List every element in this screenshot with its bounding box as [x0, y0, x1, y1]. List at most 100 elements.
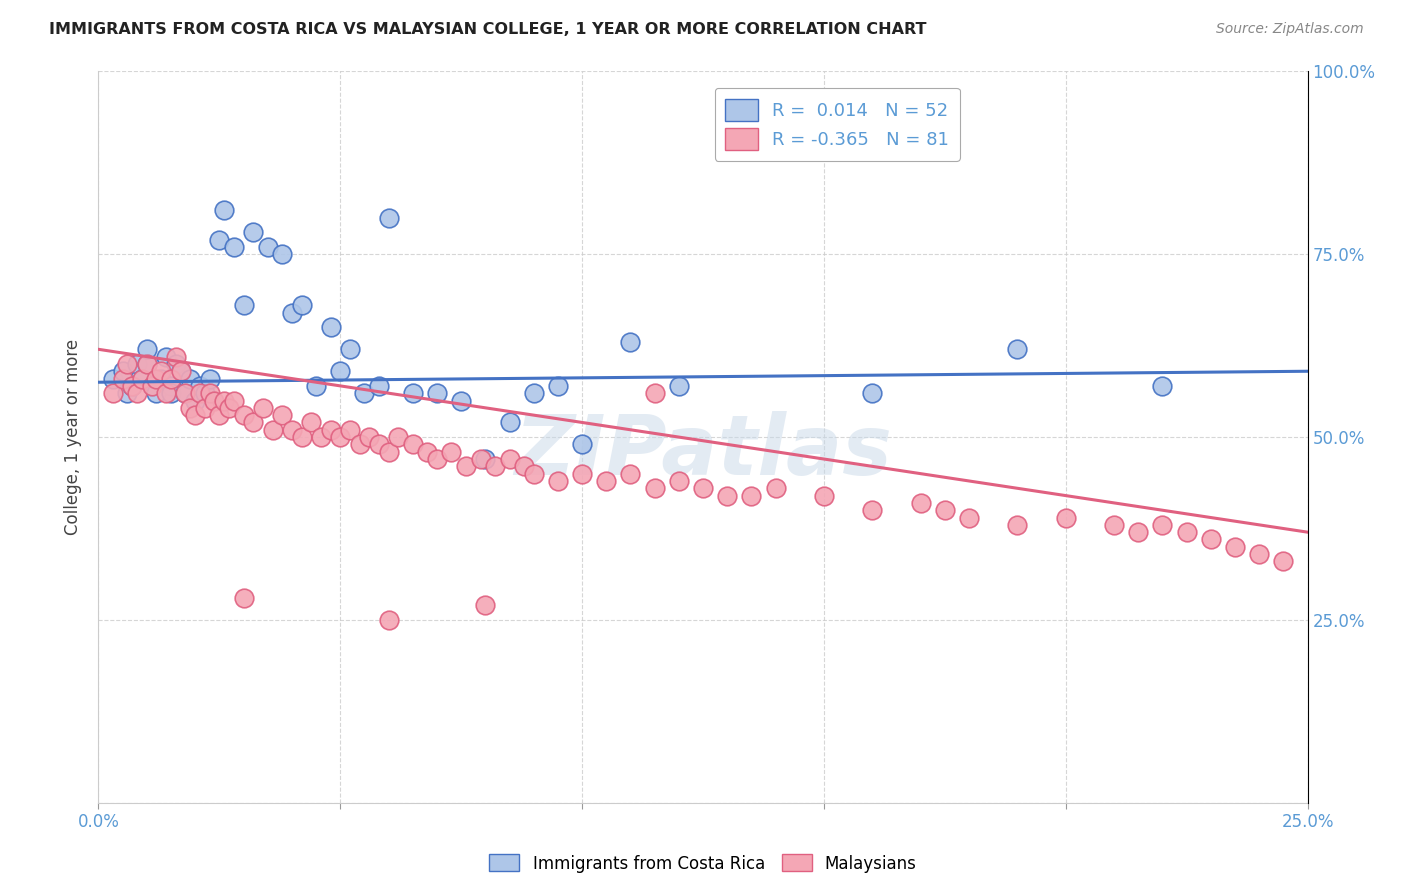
Y-axis label: College, 1 year or more: College, 1 year or more	[65, 339, 83, 535]
Point	[145, 371, 167, 385]
Point	[121, 379, 143, 393]
Point	[179, 401, 201, 415]
Point	[957, 510, 980, 524]
Point	[127, 386, 149, 401]
Point	[218, 401, 240, 415]
Point	[155, 350, 177, 364]
Point	[256, 240, 278, 254]
Point	[377, 444, 399, 458]
Point	[299, 416, 322, 430]
Point	[740, 489, 762, 503]
Point	[1199, 533, 1222, 547]
Point	[174, 386, 197, 401]
Point	[498, 452, 520, 467]
Point	[595, 474, 617, 488]
Point	[169, 364, 191, 378]
Point	[212, 203, 235, 218]
Point	[135, 357, 157, 371]
Point	[359, 430, 381, 444]
Point	[184, 393, 207, 408]
Point	[619, 334, 641, 349]
Point	[1175, 525, 1198, 540]
Point	[1249, 547, 1271, 561]
Point	[484, 459, 506, 474]
Point	[135, 357, 157, 371]
Point	[644, 386, 666, 401]
Point	[523, 467, 546, 481]
Point	[571, 437, 593, 451]
Point	[1272, 554, 1295, 568]
Point	[368, 437, 391, 451]
Point	[547, 474, 569, 488]
Point	[644, 481, 666, 495]
Point	[498, 416, 520, 430]
Point	[204, 393, 226, 408]
Point	[319, 423, 342, 437]
Point	[934, 503, 956, 517]
Point	[349, 437, 371, 451]
Point	[765, 481, 787, 495]
Point	[271, 408, 294, 422]
Point	[454, 459, 477, 474]
Point	[232, 298, 254, 312]
Point	[426, 386, 449, 401]
Point	[150, 364, 173, 378]
Point	[271, 247, 294, 261]
Point	[470, 452, 492, 467]
Point	[387, 430, 409, 444]
Point	[309, 430, 332, 444]
Point	[860, 503, 883, 517]
Point	[111, 364, 134, 378]
Point	[1102, 517, 1125, 532]
Point	[242, 225, 264, 239]
Point	[117, 357, 139, 371]
Point	[716, 489, 738, 503]
Point	[101, 386, 124, 401]
Point	[1054, 510, 1077, 524]
Point	[692, 481, 714, 495]
Point	[1007, 343, 1029, 357]
Point	[165, 357, 187, 371]
Point	[232, 408, 254, 422]
Point	[353, 386, 375, 401]
Point	[188, 386, 211, 401]
Point	[165, 350, 187, 364]
Point	[160, 386, 183, 401]
Point	[1223, 540, 1246, 554]
Point	[474, 599, 496, 613]
Point	[860, 386, 883, 401]
Point	[513, 459, 536, 474]
Point	[1152, 379, 1174, 393]
Point	[208, 233, 231, 247]
Point	[402, 437, 425, 451]
Point	[668, 379, 690, 393]
Point	[198, 386, 221, 401]
Text: Source: ZipAtlas.com: Source: ZipAtlas.com	[1216, 22, 1364, 37]
Point	[174, 386, 197, 401]
Point	[179, 371, 201, 385]
Point	[474, 452, 496, 467]
Point	[111, 371, 134, 385]
Point	[668, 474, 690, 488]
Point	[141, 379, 163, 393]
Point	[281, 423, 304, 437]
Point	[290, 430, 312, 444]
Point	[1007, 517, 1029, 532]
Point	[155, 386, 177, 401]
Point	[329, 430, 352, 444]
Text: ZIPatlas: ZIPatlas	[515, 411, 891, 492]
Point	[121, 379, 143, 393]
Point	[160, 379, 183, 393]
Legend: Immigrants from Costa Rica, Malaysians: Immigrants from Costa Rica, Malaysians	[482, 847, 924, 880]
Point	[571, 467, 593, 481]
Point	[145, 386, 167, 401]
Point	[212, 393, 235, 408]
Point	[290, 298, 312, 312]
Point	[242, 416, 264, 430]
Point	[184, 408, 207, 422]
Point	[765, 94, 787, 108]
Point	[188, 379, 211, 393]
Point	[426, 452, 449, 467]
Point	[305, 379, 328, 393]
Point	[127, 357, 149, 371]
